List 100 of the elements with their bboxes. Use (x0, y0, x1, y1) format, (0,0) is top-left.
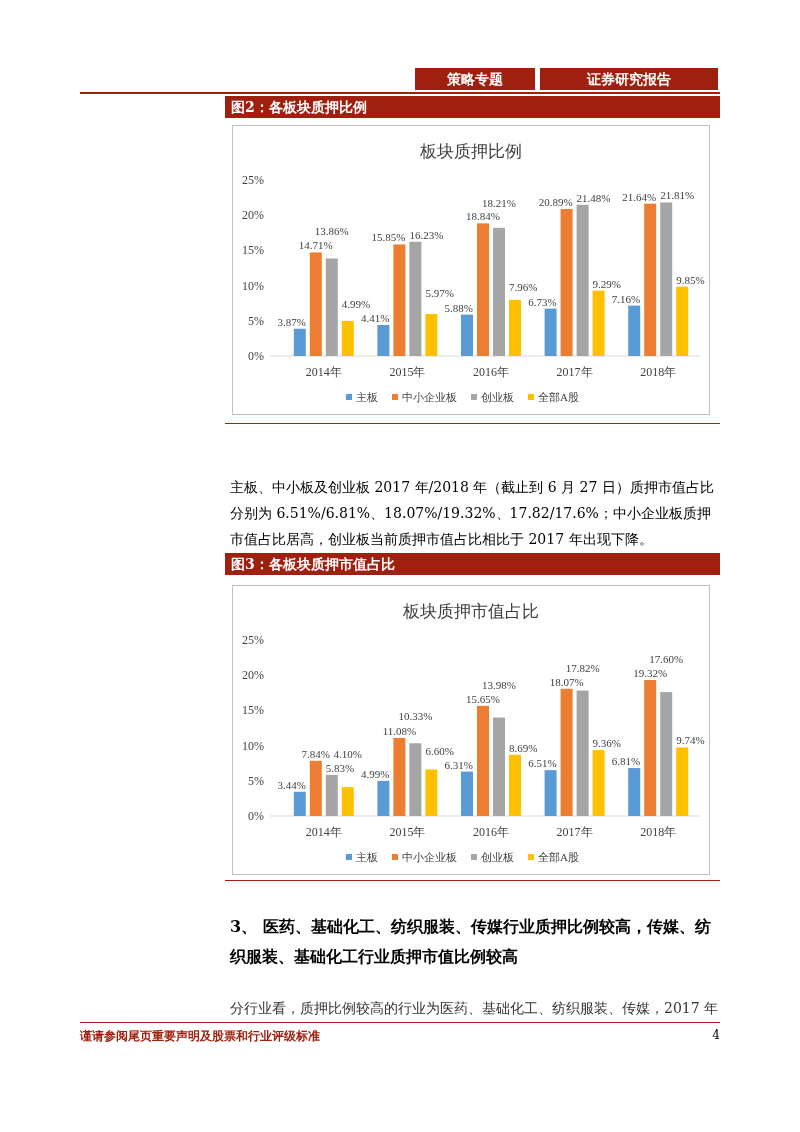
caption: 图2：各板块质押比例 (225, 96, 720, 118)
data-label: 6.60% (425, 744, 454, 757)
bar (409, 743, 422, 816)
data-label: 18.07% (549, 675, 584, 688)
y-tick-label: 10% (242, 738, 264, 753)
data-label: 18.21% (482, 196, 516, 209)
data-label: 15.65% (466, 692, 500, 705)
y-tick-label: 20% (242, 208, 264, 223)
legend-label: 创业板 (481, 391, 514, 403)
bar (477, 223, 489, 356)
bar (592, 750, 605, 816)
bar (341, 320, 354, 356)
bar (325, 774, 338, 816)
data-label: 14.71% (298, 239, 333, 252)
y-tick-label: 15% (242, 243, 264, 258)
x-tick-label: 2017年 (556, 825, 593, 839)
bar (576, 690, 589, 816)
bar (660, 692, 673, 816)
data-label: 20.89% (538, 195, 573, 208)
data-label: 17.82% (565, 661, 600, 674)
text: 谨请参阅尾页重要声明及股票和行业评级标准 (80, 1028, 321, 1045)
data-label: 8.69% (509, 741, 538, 754)
data-label: 6.31% (444, 758, 473, 771)
bar (493, 227, 505, 356)
bar (309, 252, 322, 356)
bar (676, 747, 689, 816)
text: 证券研究报告 (540, 68, 718, 90)
data-label: 9.74% (676, 734, 705, 747)
bar (425, 769, 438, 816)
text: 分行业看，质押比例较高的行业为医药、基础化工、纺织服装、传媒，2017 年 (230, 999, 720, 1018)
data-label: 10.33% (398, 710, 433, 723)
y-tick-label: 10% (242, 278, 264, 293)
data-label: 21.64% (622, 190, 657, 203)
data-label: 4.99% (360, 767, 390, 780)
bar (309, 760, 322, 816)
bar (461, 314, 473, 356)
data-label: 11.08% (382, 725, 417, 737)
data-label: 4.10% (333, 748, 363, 761)
bar (425, 313, 438, 356)
legend-label: 全部A股 (538, 391, 579, 403)
bar (560, 208, 573, 356)
data-label: 18.84% (466, 210, 500, 223)
text: 4 (711, 1028, 720, 1042)
x-tick-label: 2014年 (305, 365, 342, 379)
x-tick-label: 2018年 (640, 825, 677, 839)
bar (493, 717, 505, 816)
data-label: 6.73% (528, 295, 557, 308)
bar (393, 738, 406, 816)
bar (660, 202, 673, 356)
y-tick-label: 0% (248, 349, 264, 363)
data-label: 16.23% (409, 228, 444, 241)
y-tick-label: 20% (242, 668, 264, 683)
text: 3、 医药、基础化工、纺织服装、传媒行业质押比例较高，传媒、纺织服装、基础化工行业质押市值比例较高 (230, 916, 712, 968)
bar (560, 688, 573, 816)
data-label: 7.96% (509, 280, 538, 293)
bar (628, 305, 641, 356)
data-label: 6.51% (528, 757, 557, 770)
bar (293, 328, 306, 356)
data-label: 9.36% (592, 737, 622, 750)
data-label: 17.60% (649, 653, 684, 666)
bar (477, 705, 489, 816)
data-label: 21.81% (660, 189, 695, 202)
bar (628, 768, 641, 816)
x-tick-label: 2017年 (556, 365, 593, 379)
data-label: 15.85% (371, 231, 406, 244)
data-label: 5.97% (425, 286, 454, 299)
data-label: 3.44% (277, 778, 306, 791)
data-label: 4.41% (360, 311, 390, 324)
data-label: 4.99% (341, 297, 371, 310)
legend-label: 主板 (356, 391, 378, 403)
bar (341, 787, 354, 816)
data-label: 21.48% (576, 191, 611, 204)
data-label: 3.87% (277, 315, 306, 328)
y-tick-label: 25% (242, 633, 264, 647)
data-label: 6.81% (611, 755, 641, 768)
data-label: 7.84% (301, 747, 331, 760)
y-tick-label: 5% (248, 313, 264, 328)
bar (644, 679, 657, 816)
bar (325, 258, 338, 356)
legend-label: 中小企业板 (402, 851, 457, 863)
y-tick-label: 15% (242, 703, 264, 718)
legend-label: 全部A股 (538, 851, 579, 863)
data-label: 9.85% (676, 273, 705, 286)
bar (544, 770, 557, 816)
x-tick-label: 2016年 (473, 365, 509, 379)
chart-title: 板块质押比例 (419, 142, 522, 161)
y-tick-label: 25% (242, 173, 264, 187)
bar (377, 324, 390, 356)
bar (409, 241, 422, 356)
bar (293, 791, 306, 816)
legend-label: 中小企业板 (402, 391, 457, 403)
x-tick-label: 2018年 (640, 365, 677, 379)
text: 主板、中小板及创业板 2017 年/2018 年（截止到 6 月 27 日）质押市值占比分别为 6.51%/6.81%、18.07%/19.32%、17.82/17.6%；中小企业板质押市值占比居高，创业板当前质押市值占比相比于 2017 年出现下降。 (230, 478, 715, 549)
bar (676, 286, 689, 356)
bar (509, 299, 521, 356)
y-tick-label: 5% (248, 773, 264, 788)
data-label: 7.16% (611, 292, 641, 305)
caption: 图3：各板块质押市值占比 (225, 553, 720, 575)
bar (509, 754, 521, 816)
bar (576, 204, 589, 356)
